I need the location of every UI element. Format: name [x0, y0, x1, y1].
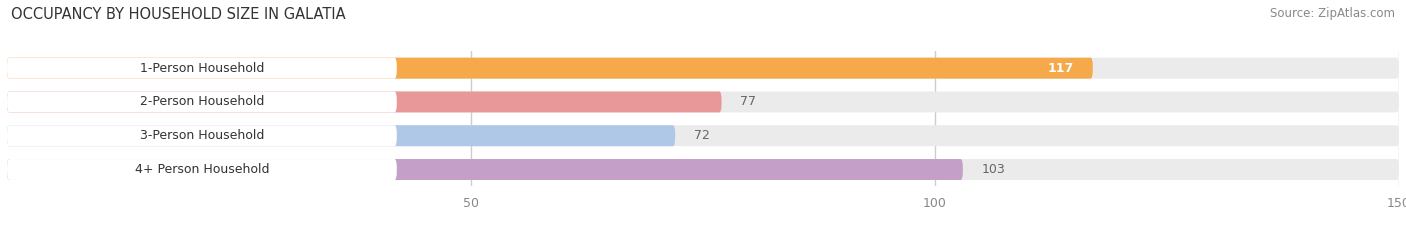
FancyBboxPatch shape — [7, 125, 1399, 146]
Text: OCCUPANCY BY HOUSEHOLD SIZE IN GALATIA: OCCUPANCY BY HOUSEHOLD SIZE IN GALATIA — [11, 7, 346, 22]
Text: 2-Person Household: 2-Person Household — [139, 96, 264, 108]
Text: Source: ZipAtlas.com: Source: ZipAtlas.com — [1270, 7, 1395, 20]
Text: 117: 117 — [1047, 62, 1074, 75]
Text: 1-Person Household: 1-Person Household — [139, 62, 264, 75]
FancyBboxPatch shape — [7, 92, 1399, 112]
FancyBboxPatch shape — [7, 125, 396, 146]
Text: 4+ Person Household: 4+ Person Household — [135, 163, 269, 176]
FancyBboxPatch shape — [7, 159, 963, 180]
FancyBboxPatch shape — [7, 159, 1399, 180]
Text: 103: 103 — [981, 163, 1005, 176]
Text: 77: 77 — [740, 96, 756, 108]
FancyBboxPatch shape — [7, 58, 396, 79]
FancyBboxPatch shape — [7, 92, 721, 112]
FancyBboxPatch shape — [7, 58, 1092, 79]
FancyBboxPatch shape — [7, 159, 396, 180]
FancyBboxPatch shape — [7, 92, 396, 112]
Text: 72: 72 — [693, 129, 710, 142]
Text: 3-Person Household: 3-Person Household — [139, 129, 264, 142]
FancyBboxPatch shape — [7, 125, 675, 146]
FancyBboxPatch shape — [7, 58, 1399, 79]
